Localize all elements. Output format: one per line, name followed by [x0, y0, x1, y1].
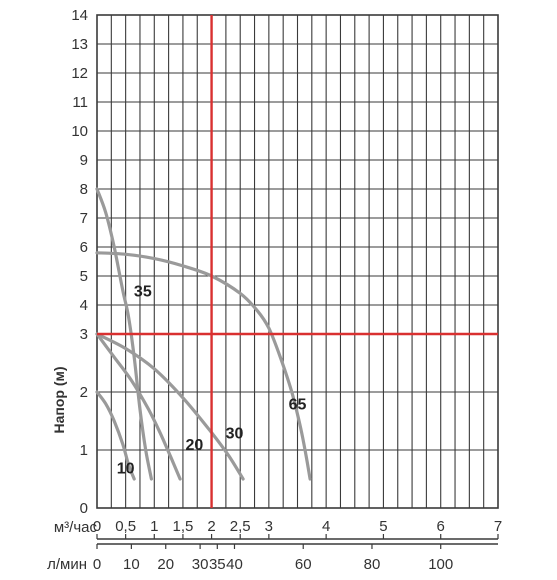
y-tick-label: 6: [80, 239, 88, 256]
curve-label-30: 30: [226, 426, 244, 443]
y-tick-label: 5: [80, 268, 88, 285]
x-tick-label-lmin: 20: [157, 556, 174, 573]
x-tick-label-lmin: 40: [226, 556, 243, 573]
x-tick-label-m3h: 0,5: [115, 518, 136, 535]
pump-curves: [95, 187, 312, 481]
x-tick-label-m3h: 5: [379, 518, 387, 535]
grid: [96, 14, 499, 549]
x-tick-label-lmin: 80: [364, 556, 381, 573]
x-tick-label-m3h: 7: [494, 518, 502, 535]
x-tick-label-lmin: 60: [295, 556, 312, 573]
x-tick-label-m3h: 3: [265, 518, 273, 535]
y-tick-label: 1: [80, 442, 88, 459]
x-tick-label-m3h: 0: [93, 518, 101, 535]
curve-label-10: 10: [117, 460, 135, 477]
x-tick-label-m3h: 2,5: [230, 518, 251, 535]
curve-10: [95, 390, 136, 481]
x-tick-label-m3h: 1,5: [172, 518, 193, 535]
y-tick-label: 13: [71, 36, 88, 53]
y-tick-label: 3: [80, 326, 88, 343]
y-tick-label: 11: [72, 94, 88, 111]
curve-label-35: 35: [134, 284, 152, 301]
x-axis-m3h-title: м³/час: [54, 519, 98, 536]
x-tick-label-m3h: 4: [322, 518, 330, 535]
y-tick-label: 0: [80, 500, 88, 517]
y-tick-label: 14: [71, 7, 88, 24]
x-tick-label-lmin: 0: [93, 556, 101, 573]
x-tick-label-m3h: 2: [207, 518, 215, 535]
x-tick-label-m3h: 1: [150, 518, 158, 535]
curve-65: [95, 251, 312, 481]
x-tick-label-m3h: 6: [437, 518, 445, 535]
y-tick-label: 4: [80, 297, 88, 314]
curve-20: [95, 332, 182, 481]
curve-label-65: 65: [289, 397, 307, 414]
x-tick-label-lmin: 100: [428, 556, 453, 573]
y-tick-label: 9: [80, 152, 88, 169]
y-tick-label: 10: [71, 123, 88, 140]
x-tick-label-lmin: 30: [192, 556, 209, 573]
curve-30: [95, 332, 245, 481]
reference-lines: [97, 15, 498, 508]
y-tick-label: 7: [80, 210, 88, 227]
curve-35: [95, 187, 153, 481]
y-tick-label: 8: [80, 181, 88, 198]
x-axis-lmin-title: л/мин: [47, 556, 87, 573]
y-axis-title: Напор (м): [51, 366, 67, 433]
y-tick-label: 2: [80, 384, 88, 401]
x-tick-label-lmin: 35: [209, 556, 226, 573]
curve-label-20: 20: [185, 437, 203, 454]
y-tick-label: 12: [71, 65, 88, 82]
x-tick-label-lmin: 10: [123, 556, 140, 573]
